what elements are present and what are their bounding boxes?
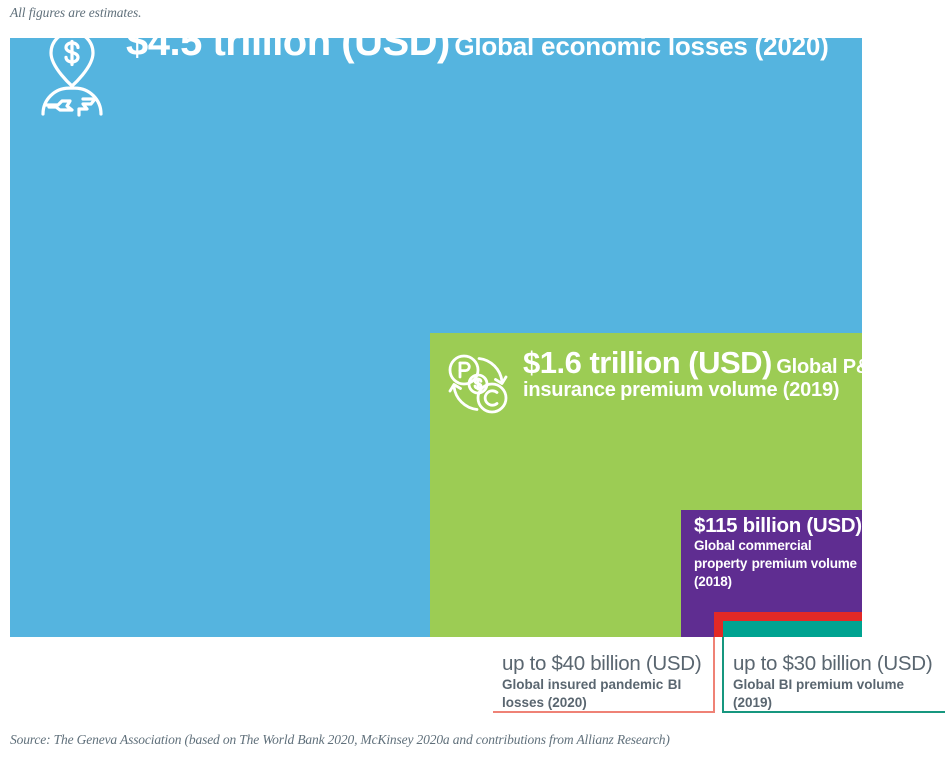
blue-headline: $4.5 trillion (USD) xyxy=(126,20,450,64)
red-subline-line2: BI losses (2020) xyxy=(502,676,682,710)
block-global-bi-premium-volume xyxy=(723,621,862,637)
green-subline-line1: Global P&C insurance xyxy=(523,356,885,402)
teal-subline-line1: Global BI premium volume xyxy=(733,676,905,692)
callout-global-insured-pandemic-bi-losses: up to $40 billion (USD) Global insured p… xyxy=(493,637,715,713)
label-global-economic-losses: $4.5 trillion (USD) Global economic loss… xyxy=(34,22,829,118)
green-headline: $1.6 trillion (USD) xyxy=(523,345,772,380)
pc-coins-cycle-icon xyxy=(445,351,511,417)
teal-subline-line2: (2019) xyxy=(733,694,773,710)
red-headline: up to $40 billion (USD) xyxy=(502,652,702,675)
callout-global-bi-premium-volume: up to $30 billion (USD) Global BI premiu… xyxy=(722,637,945,713)
red-subline-line1: Global insured pandemic xyxy=(502,676,664,692)
blue-subline: Global economic losses (2020) xyxy=(454,31,829,61)
label-global-pc-premium-volume: $1.6 trillion (USD) Global P&C insurance… xyxy=(445,347,945,417)
source-note: Source: The Geneva Association (based on… xyxy=(10,732,670,747)
purple-subline-line2: premium volume (2018) xyxy=(694,556,857,589)
label-global-commercial-property-premium: $115 billion (USD) Global commercial pro… xyxy=(694,514,864,591)
top-note: All figures are estimates. xyxy=(10,5,142,20)
green-subline-line2: premium volume (2019) xyxy=(620,379,840,402)
purple-subline-line1: Global commercial property xyxy=(694,538,812,571)
purple-headline: $115 billion (USD) xyxy=(694,514,862,537)
money-location-pin-globe-icon xyxy=(34,26,110,118)
teal-headline: up to $30 billion (USD) xyxy=(733,652,933,675)
